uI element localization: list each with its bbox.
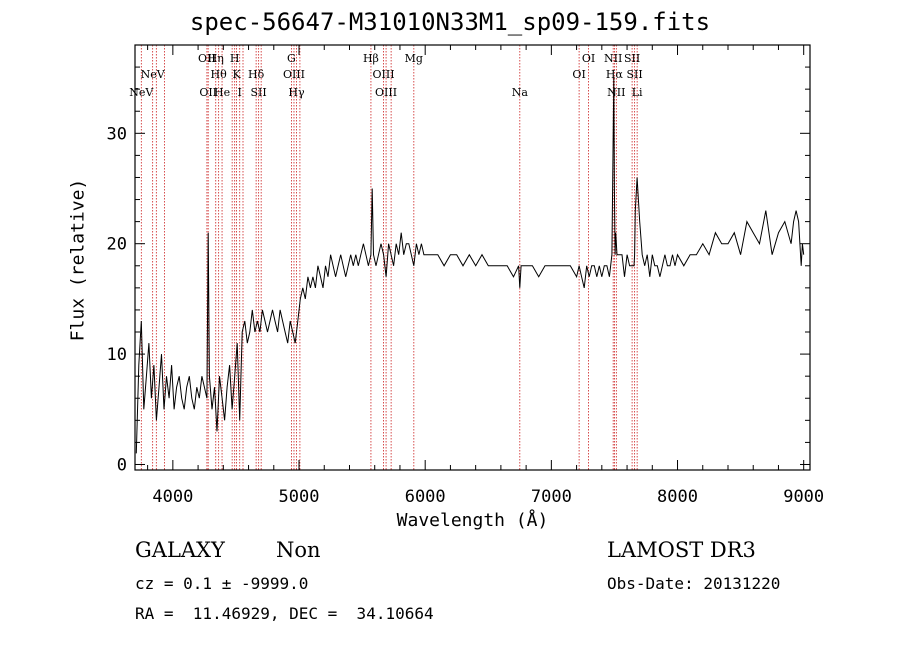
redshift-text: cz = 0.1 ± -9999.0 [135,574,309,593]
x-tick-label: 5000 [279,487,320,507]
spectral-line-label: I [238,86,242,99]
spectral-line-label: He [214,86,230,99]
spectral-line-label: SII [627,68,643,81]
spectral-line-label: G [287,52,296,65]
spectral-line-label: OIII [373,68,395,81]
spectral-line-label: Na [512,86,529,99]
spectral-line-label: NII [604,52,622,65]
object-subtype: Non [276,538,321,562]
spectral-line-label: Hα [606,68,624,81]
spectral-line-labels: NeVNeVOIIOIIHηHθHeHKIHδSIIGOIIIHγHβOIIIO… [129,52,643,99]
spectral-line-label: NII [607,86,625,99]
plot-frame [134,44,811,471]
survey-label: LAMOST DR3 [607,538,756,562]
spectral-line-label: OI [582,52,595,65]
y-axis-label: Flux (relative) [67,178,89,342]
y-tick-label: 0 [117,455,127,475]
spectral-line-label: SII [251,86,267,99]
coordinates-text: RA = 11.46929, DEC = 34.10664 [135,604,434,623]
y-axis: 0 10 20 30 [107,66,810,475]
x-axis: 4000 5000 6000 7000 8000 9000 [147,45,824,507]
spectral-line-label: SII [624,52,640,65]
spectral-line-label: OIII [283,68,305,81]
x-tick-label: 4000 [152,487,193,507]
spectral-line-label: OII [199,86,217,99]
spectral-line-label: NeV [129,86,154,99]
spectral-line-label: K [232,68,241,81]
chart-title: spec-56647-M31010N33M1_sp09-159.fits [189,8,711,36]
spectral-line-label: Hη [208,52,224,65]
x-axis-label: Wavelength (Å) [396,510,549,531]
x-tick-label: 9000 [783,487,824,507]
spectral-line-label: Hβ [363,52,379,65]
y-tick-label: 20 [107,235,127,255]
spectral-line-label: OI [572,68,585,81]
spectral-line-label: Hδ [248,68,265,81]
spectrum-line [135,78,805,454]
spectral-line-label: Hγ [288,86,305,99]
spectral-line-label: NeV [141,68,166,81]
x-tick-label: 8000 [657,487,698,507]
spectral-line-label: Li [632,86,643,99]
y-tick-label: 30 [107,124,127,144]
spectral-line-label: Mg [405,52,423,65]
spectral-line-label: H [230,52,240,65]
y-tick-label: 10 [107,345,127,365]
spectral-line-label: OII [198,52,216,65]
object-type: GALAXY [135,538,225,562]
x-tick-label: 6000 [405,487,446,507]
x-tick-label: 7000 [531,487,572,507]
obs-date-text: Obs-Date: 20131220 [607,574,781,593]
spectral-line-label: Hθ [211,68,228,81]
spectral-line-label: OIII [375,86,397,99]
